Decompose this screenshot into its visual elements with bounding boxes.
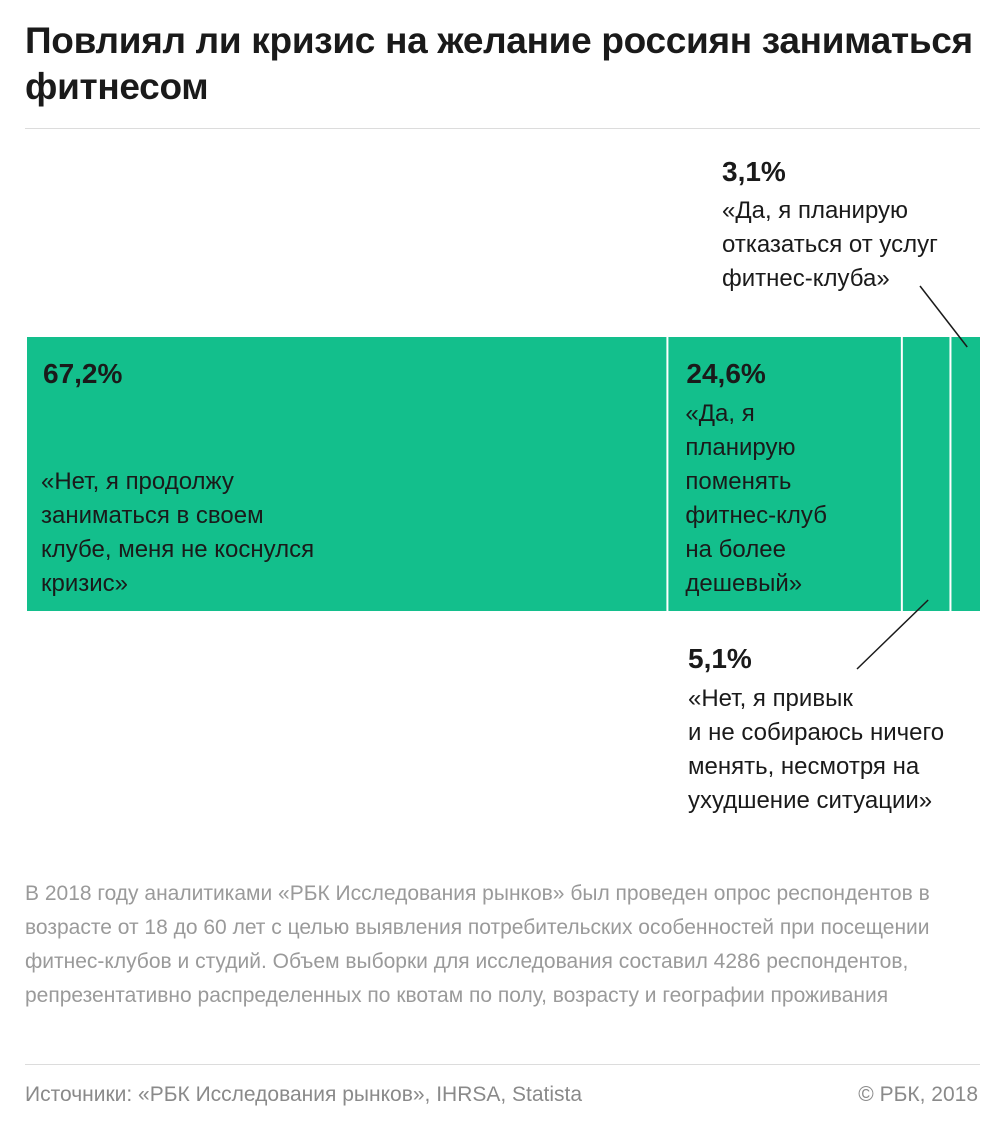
category-label-1: «Нет, я продолжу заниматься в своем клубе,… <box>41 468 314 597</box>
bar-segment-3 <box>901 337 951 611</box>
value-label-1: 67,2% <box>43 358 122 389</box>
copyright: © РБК, 2018 <box>858 1083 978 1106</box>
value-label-3: 5,1% <box>688 643 752 674</box>
value-label-4: 3,1% <box>722 156 786 187</box>
chart-title: Повлиял ли кризис на желание россиян зан… <box>25 20 973 107</box>
category-label-4: «Да, я планирую отказаться от услуг фитнес… <box>722 197 938 292</box>
leader-line-4 <box>919 285 968 348</box>
top-divider <box>25 128 980 129</box>
bar-segment-4 <box>950 337 980 611</box>
bar-segment-2 <box>667 337 902 611</box>
sources: Источники: «РБК Исследования рынков», IH… <box>25 1083 583 1106</box>
bar-segment-1 <box>27 337 668 611</box>
leader-line-3 <box>856 599 929 670</box>
bottom-divider <box>25 1064 980 1065</box>
category-label-2: «Да, я планирую поменять фитнес-клуб на боле… <box>685 400 827 597</box>
value-label-2: 24,6% <box>686 358 765 389</box>
stacked-bar-chart: 67,2% «Нет, я продолжу заниматься в своем к… <box>27 156 980 814</box>
category-label-3: «Нет, я привык и не собираюсь ничего менят… <box>688 685 944 814</box>
methodology-note: В 2018 году аналитиками «РБК Исследовани… <box>25 882 930 1007</box>
